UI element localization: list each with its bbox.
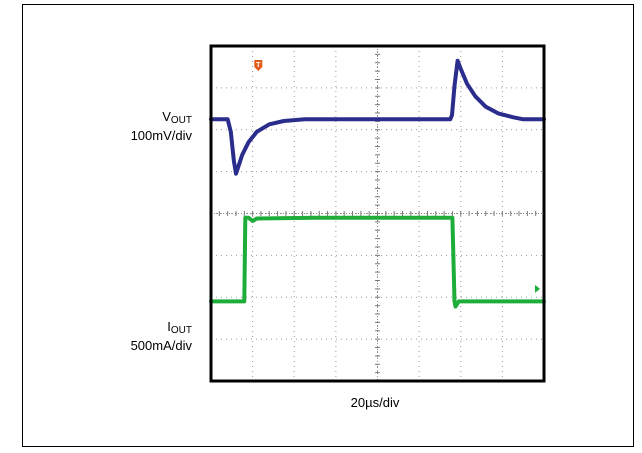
grid-lines [210, 45, 545, 382]
markers: T [254, 60, 540, 293]
plot-border [209, 44, 546, 383]
trace-vout [209, 58, 546, 176]
trigger-icon [254, 60, 263, 71]
iout-label: IOUT 500mA/div [100, 319, 192, 353]
vout-name: VOUT [162, 109, 192, 126]
time-scale-label: 20µs/div [350, 395, 400, 410]
iout-scale: 500mA/div [130, 338, 192, 353]
channel-arrow-icon [535, 284, 540, 293]
traces [209, 58, 546, 309]
vout-scale: 100mV/div [130, 128, 192, 143]
figure-border [22, 4, 634, 447]
trigger-marker-label: T [256, 62, 261, 69]
vout-label: VOUT 100mV/div [100, 109, 192, 143]
trace-iout [209, 215, 546, 309]
iout-name: IOUT [167, 319, 192, 336]
